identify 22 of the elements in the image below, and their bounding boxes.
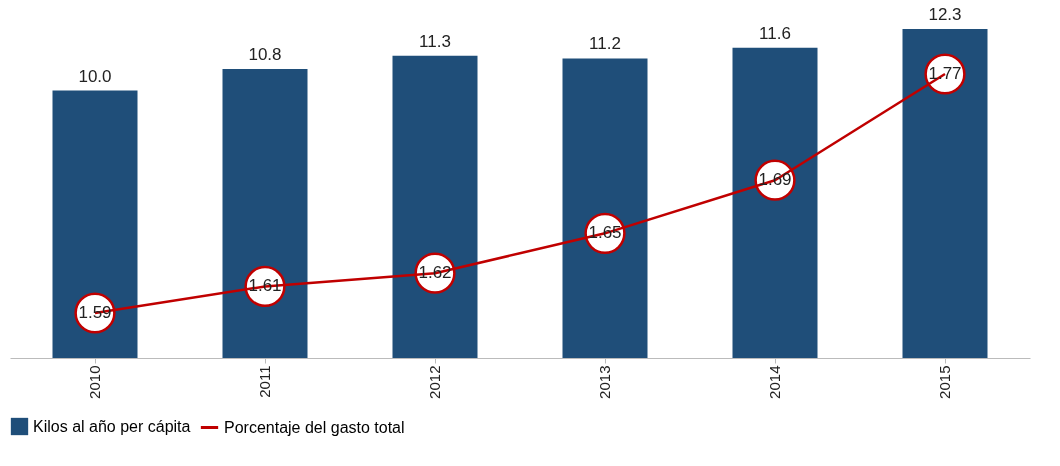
bar [222,69,308,358]
data-label: 11.3 [419,31,451,51]
x-tick-label: 2015 [936,365,953,399]
x-tick-label: 2011 [256,365,273,398]
x-tick-label: 2013 [596,365,613,399]
data-label: 10.0 [78,66,112,86]
data-label: 12.3 [928,5,962,24]
bar [732,47,818,358]
x-tick-label: 2014 [766,365,783,399]
bar [392,55,478,358]
legend-label: Kilos al año per cápita [33,417,191,435]
bar [902,29,988,358]
data-label: 10.8 [248,45,282,65]
legend-label: Porcentaje del gasto total [224,418,405,436]
x-tick-label: 2012 [426,365,443,399]
bar [562,58,648,358]
x-tick-label: 2010 [86,365,103,399]
data-label: 1.59 [78,303,112,322]
bar [52,90,138,358]
data-label: 11.2 [589,34,621,54]
data-label: 1.77 [928,64,962,83]
data-label: 11.6 [759,23,791,43]
